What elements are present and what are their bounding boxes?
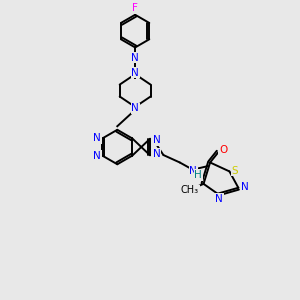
Text: S: S — [232, 166, 238, 176]
Text: N: N — [131, 103, 139, 113]
Text: H: H — [194, 170, 202, 180]
Text: N: N — [131, 68, 139, 78]
Text: O: O — [219, 145, 227, 155]
Text: N: N — [153, 149, 160, 159]
Text: N: N — [153, 135, 160, 145]
Text: N: N — [189, 166, 197, 176]
Text: N: N — [131, 53, 139, 63]
Text: N: N — [93, 151, 101, 160]
Text: N: N — [215, 194, 223, 204]
Text: N: N — [93, 134, 101, 143]
Text: F: F — [132, 3, 138, 13]
Text: CH₃: CH₃ — [181, 185, 199, 195]
Text: N: N — [241, 182, 249, 192]
